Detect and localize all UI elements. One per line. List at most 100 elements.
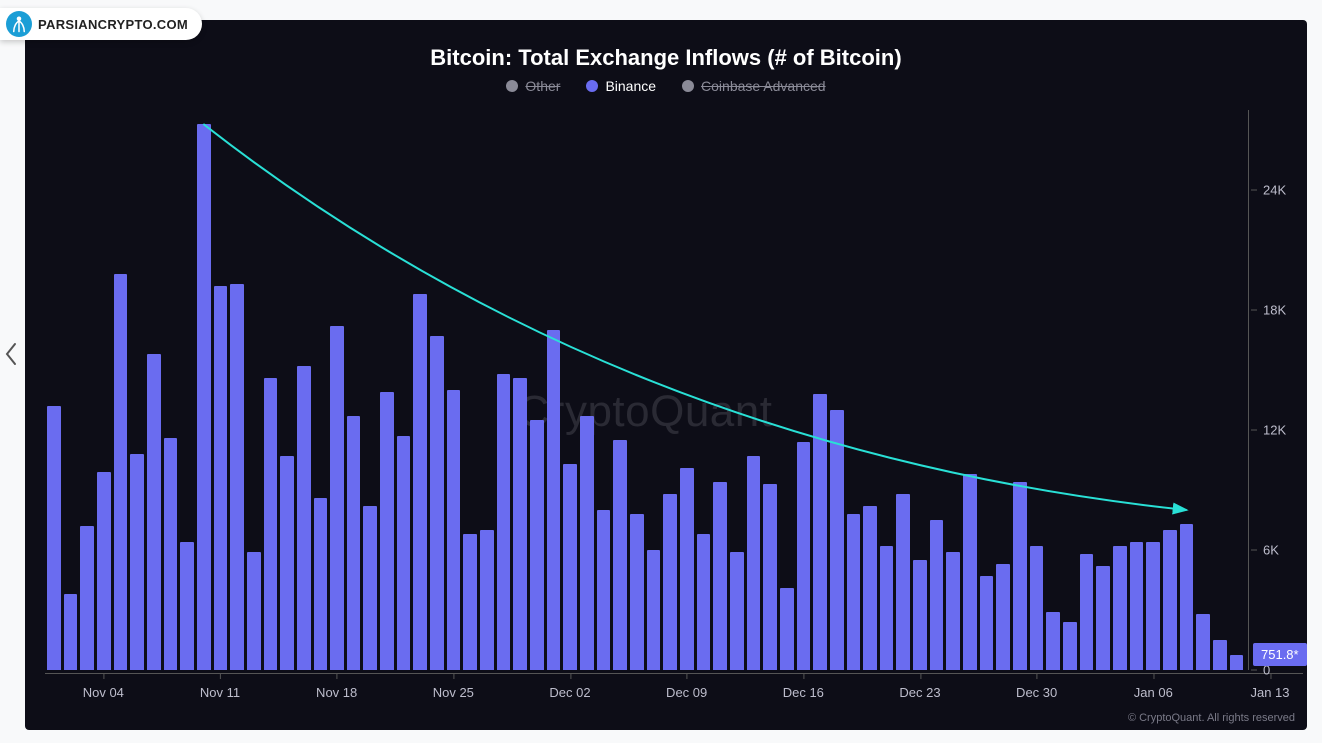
bars-container [45, 110, 1245, 670]
bar[interactable] [1096, 566, 1110, 670]
bar[interactable] [247, 552, 261, 670]
x-tick-label: Nov 18 [316, 685, 357, 700]
bar[interactable] [1196, 614, 1210, 670]
bar[interactable] [297, 366, 311, 670]
y-tick: 24K [1251, 183, 1301, 198]
bar[interactable] [447, 390, 461, 670]
bar[interactable] [430, 336, 444, 670]
bar[interactable] [147, 354, 161, 670]
bar[interactable] [214, 286, 228, 670]
y-tick: 6K [1251, 543, 1301, 558]
y-axis-line [1248, 110, 1249, 670]
x-tick-label: Dec 09 [666, 685, 707, 700]
bar[interactable] [663, 494, 677, 670]
plot-area: CryptoQuant 06K12K18K24K Nov 04Nov 11Nov… [45, 110, 1245, 670]
legend-item-coinbase-advanced[interactable]: Coinbase Advanced [682, 78, 826, 94]
bar[interactable] [630, 514, 644, 670]
bar[interactable] [264, 378, 278, 670]
legend-dot-icon [586, 80, 598, 92]
bar[interactable] [1063, 622, 1077, 670]
bar[interactable] [197, 124, 211, 670]
bar[interactable] [314, 498, 328, 670]
legend-item-binance[interactable]: Binance [586, 78, 656, 94]
bar[interactable] [697, 534, 711, 670]
bar[interactable] [1046, 612, 1060, 670]
bar[interactable] [463, 534, 477, 670]
bar[interactable] [1213, 640, 1227, 670]
bar[interactable] [580, 416, 594, 670]
bar[interactable] [513, 378, 527, 670]
bar[interactable] [647, 550, 661, 670]
bar[interactable] [847, 514, 861, 670]
bar[interactable] [880, 546, 894, 670]
legend-dot-icon [506, 80, 518, 92]
bar[interactable] [680, 468, 694, 670]
bar[interactable] [1163, 530, 1177, 670]
bar[interactable] [946, 552, 960, 670]
bar[interactable] [913, 560, 927, 670]
chart-title: Bitcoin: Total Exchange Inflows (# of Bi… [25, 45, 1307, 71]
bar[interactable] [164, 438, 178, 670]
x-tick-label: Jan 06 [1134, 685, 1173, 700]
y-tick-mark [1251, 670, 1257, 671]
bar[interactable] [497, 374, 511, 670]
site-watermark-text: PARSIANCRYPTO.COM [38, 17, 188, 32]
bar[interactable] [97, 472, 111, 670]
bar[interactable] [1013, 482, 1027, 670]
x-tick-label: Dec 02 [549, 685, 590, 700]
bar[interactable] [813, 394, 827, 670]
bar[interactable] [980, 576, 994, 670]
x-tick-label: Dec 30 [1016, 685, 1057, 700]
bar[interactable] [1180, 524, 1194, 670]
bar[interactable] [180, 542, 194, 670]
bar[interactable] [347, 416, 361, 670]
bar[interactable] [863, 506, 877, 670]
bar[interactable] [130, 454, 144, 670]
prev-chevron-icon[interactable] [4, 342, 18, 366]
bar[interactable] [280, 456, 294, 670]
site-watermark-badge: PARSIANCRYPTO.COM [0, 8, 202, 40]
bar[interactable] [330, 326, 344, 670]
x-tick-label: Nov 04 [83, 685, 124, 700]
legend-label: Other [525, 78, 560, 94]
bar[interactable] [613, 440, 627, 670]
bar[interactable] [64, 594, 78, 670]
y-tick-label: 18K [1263, 303, 1286, 318]
bar[interactable] [1130, 542, 1144, 670]
bar[interactable] [380, 392, 394, 670]
bar[interactable] [397, 436, 411, 670]
bar[interactable] [413, 294, 427, 670]
bar[interactable] [1080, 554, 1094, 670]
bar[interactable] [1113, 546, 1127, 670]
bar[interactable] [963, 474, 977, 670]
bar[interactable] [80, 526, 94, 670]
bar[interactable] [563, 464, 577, 670]
bar[interactable] [1030, 546, 1044, 670]
bar[interactable] [730, 552, 744, 670]
bar[interactable] [1230, 655, 1244, 670]
bar[interactable] [114, 274, 128, 670]
bar[interactable] [547, 330, 561, 670]
bar[interactable] [480, 530, 494, 670]
bar[interactable] [530, 420, 544, 670]
parsiancrypto-logo-icon [6, 11, 32, 37]
bar[interactable] [47, 406, 61, 670]
bar[interactable] [763, 484, 777, 670]
bar[interactable] [747, 456, 761, 670]
bar[interactable] [230, 284, 244, 670]
bar[interactable] [930, 520, 944, 670]
y-tick-mark [1251, 310, 1257, 311]
bar[interactable] [896, 494, 910, 670]
x-axis: Nov 04Nov 11Nov 18Nov 25Dec 02Dec 09Dec … [45, 680, 1245, 700]
chart-card: Bitcoin: Total Exchange Inflows (# of Bi… [25, 20, 1307, 730]
bar[interactable] [797, 442, 811, 670]
bar[interactable] [597, 510, 611, 670]
bar[interactable] [1146, 542, 1160, 670]
bar[interactable] [830, 410, 844, 670]
legend-item-other[interactable]: Other [506, 78, 560, 94]
bar[interactable] [780, 588, 794, 670]
bar[interactable] [996, 564, 1010, 670]
x-axis-line [45, 673, 1303, 674]
bar[interactable] [713, 482, 727, 670]
bar[interactable] [363, 506, 377, 670]
